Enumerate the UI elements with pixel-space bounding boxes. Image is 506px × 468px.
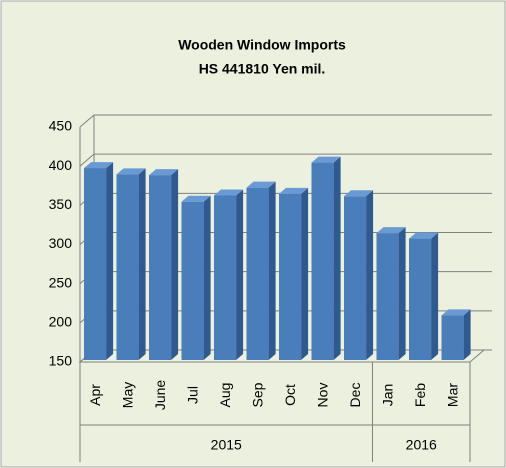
bar-top (376, 227, 406, 234)
bar-side (463, 309, 471, 360)
bar (149, 175, 172, 360)
bar-top (311, 156, 341, 163)
bar-side (171, 169, 179, 360)
bar (376, 233, 399, 360)
x-tick-label: May (119, 382, 135, 408)
y-tick-label: 250 (49, 274, 73, 290)
bar (214, 195, 237, 360)
bar (116, 174, 139, 360)
bar-top (181, 195, 211, 202)
x-tick-label: Aug (217, 383, 233, 408)
x-tick-label: Feb (412, 383, 428, 407)
bar (279, 193, 302, 360)
bar (84, 168, 107, 360)
chart-subtitle: HS 441810 Yen mil. (199, 61, 326, 77)
bar-side (138, 168, 146, 360)
y-tick-label: 150 (49, 353, 73, 369)
y-tick-label: 400 (49, 157, 73, 173)
bar-top (441, 309, 471, 316)
bar (344, 196, 367, 360)
bar-top (84, 162, 114, 169)
group-label: 2016 (406, 437, 437, 453)
bar-top (116, 168, 146, 175)
bar (441, 315, 464, 360)
bar-side (398, 227, 406, 360)
x-tick-label: Sep (249, 382, 265, 407)
x-tick-label: Mar (444, 383, 460, 407)
y-tick-label: 350 (49, 196, 73, 212)
x-tick-label: Oct (282, 384, 298, 406)
y-tick-label: 300 (49, 235, 73, 251)
bar-side (106, 162, 114, 360)
bar-top (214, 189, 244, 196)
x-tick-label: June (152, 380, 168, 411)
bar-top (246, 181, 276, 188)
bar-top (409, 232, 439, 239)
y-tick-label: 200 (49, 314, 73, 330)
y-tick-label: 450 (49, 118, 73, 134)
bar (181, 201, 204, 360)
bar (246, 187, 269, 360)
bar-side (236, 189, 244, 360)
bar-side (203, 195, 211, 360)
grid-line (79, 114, 492, 128)
x-tick-label: Dec (347, 383, 363, 408)
x-tick-label: Jul (184, 386, 200, 404)
bar-side (301, 187, 309, 360)
x-tick-label: Jan (379, 384, 395, 407)
x-tick-label: Nov (314, 383, 330, 408)
bar-side (366, 190, 374, 360)
bar-side (431, 232, 439, 360)
bar (311, 162, 334, 360)
x-tick-label: Apr (87, 384, 103, 406)
bar-side (333, 156, 341, 360)
bar-top (149, 169, 179, 176)
bar-top (279, 187, 309, 194)
grid-line (79, 153, 492, 167)
bar-top (344, 190, 374, 197)
bar (409, 238, 432, 360)
chart-title: Wooden Window Imports (178, 37, 346, 53)
bar-side (268, 181, 276, 360)
group-label: 2015 (211, 437, 242, 453)
